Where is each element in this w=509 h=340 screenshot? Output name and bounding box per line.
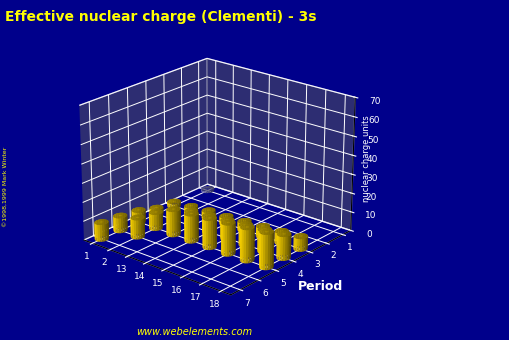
Text: Effective nuclear charge (Clementi) - 3s: Effective nuclear charge (Clementi) - 3s [5,10,316,24]
Text: www.webelements.com: www.webelements.com [135,327,251,337]
Text: ©1998,1999 Mark Winter: ©1998,1999 Mark Winter [3,147,8,227]
Text: nuclear charge units: nuclear charge units [361,115,371,202]
